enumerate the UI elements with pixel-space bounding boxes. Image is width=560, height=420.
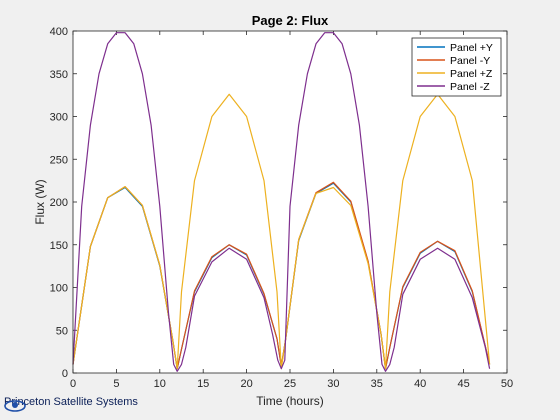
company-name: Princeton Satellite Systems — [4, 396, 138, 408]
y-axis-label: Flux (W) — [33, 179, 47, 224]
legend-label-3: Panel -Z — [450, 81, 490, 93]
y-tick-label: 50 — [56, 325, 68, 337]
x-axis-label: Time (hours) — [256, 394, 324, 408]
y-tick-label: 0 — [62, 368, 68, 380]
legend-label-1: Panel -Y — [450, 55, 490, 67]
x-tick-label: 35 — [371, 378, 383, 390]
y-tick-label: 250 — [50, 154, 68, 166]
y-tick-label: 100 — [50, 283, 68, 295]
x-tick-label: 30 — [327, 378, 339, 390]
x-tick-label: 15 — [197, 378, 209, 390]
y-tick-label: 350 — [50, 69, 68, 81]
x-tick-label: 10 — [154, 378, 166, 390]
series-lines — [72, 32, 491, 372]
x-tick-label: 0 — [70, 378, 76, 390]
x-tick-label: 45 — [457, 378, 469, 390]
legend-label-0: Panel +Y — [450, 42, 493, 54]
chart-title: Page 2: Flux — [252, 13, 329, 28]
series-line-3 — [72, 32, 491, 372]
company-logo: Princeton Satellite Systems — [4, 396, 138, 412]
satellite-logo-icon — [4, 400, 26, 412]
x-tick-label: 50 — [501, 378, 513, 390]
y-tick-label: 300 — [50, 112, 68, 124]
y-tick-label: 400 — [50, 26, 68, 38]
y-tick-label: 200 — [50, 197, 68, 209]
legend-label-2: Panel +Z — [450, 68, 493, 80]
x-tick-label: 25 — [284, 378, 296, 390]
x-tick-label: 20 — [240, 378, 252, 390]
y-tick-label: 150 — [50, 240, 68, 252]
x-tick-label: 5 — [113, 378, 119, 390]
plot-frame — [72, 30, 508, 374]
axis-ticks: 0 5 10 15 20 25 30 35 40 45 50 0 50 100 150 200 250 300 35… — [50, 26, 513, 390]
x-tick-label: 40 — [414, 378, 426, 390]
